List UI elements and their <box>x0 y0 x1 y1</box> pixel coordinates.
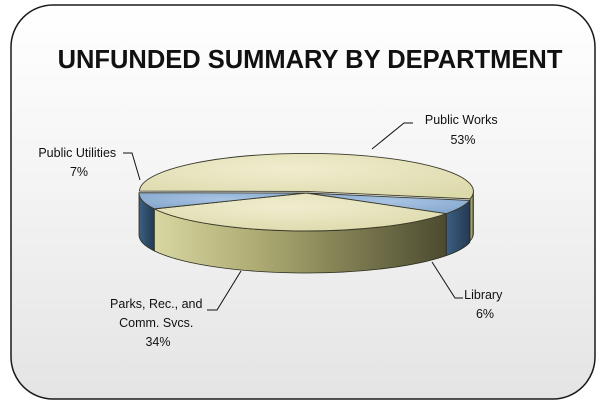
pie-side-layer <box>138 191 474 274</box>
leader-line-layer <box>123 122 463 311</box>
pie-top-layer <box>138 152 474 232</box>
leader-line-parks <box>207 270 242 311</box>
chart-title: UNFUNDED SUMMARY BY DEPARTMENT <box>58 46 563 74</box>
leader-line-public-works <box>371 122 413 150</box>
leader-line-public-utilities <box>123 152 141 181</box>
slice-label-public-works: Public Works 53% <box>425 113 501 147</box>
slice-label-library: Library 6% <box>464 288 506 321</box>
pie-slice-public-works <box>138 152 474 200</box>
slice-label-parks: Parks, Rec., and Comm. Svcs. 34% <box>110 297 206 349</box>
slice-label-public-utilities: Public Utilities 7% <box>38 146 119 179</box>
pie-slice-parks <box>152 192 447 232</box>
pie-slice-public-utilities <box>138 192 307 210</box>
leader-line-library <box>431 261 463 299</box>
